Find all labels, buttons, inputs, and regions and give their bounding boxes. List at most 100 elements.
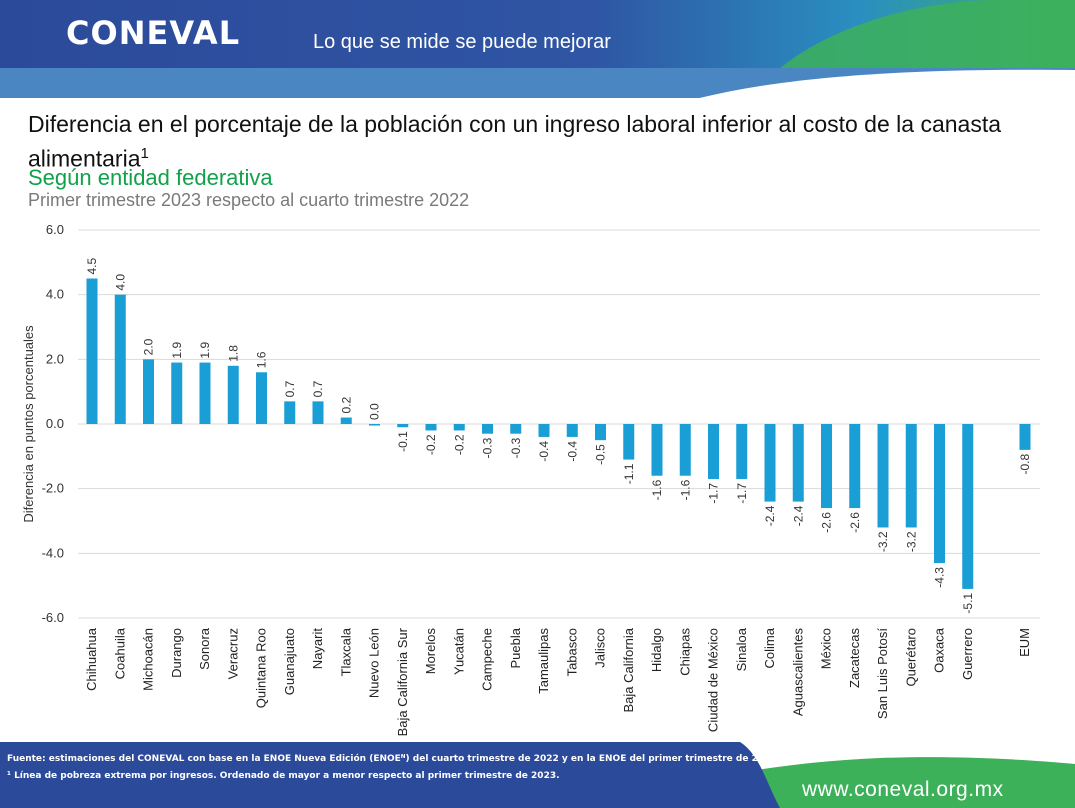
x-tick-label: Tabasco xyxy=(564,628,579,676)
y-tick-label: 4.0 xyxy=(46,287,64,302)
data-label: -2.6 xyxy=(820,512,834,533)
bar-guerrero xyxy=(962,424,974,589)
footnote-1: ¹ Línea de pobreza extrema por ingresos.… xyxy=(7,771,560,781)
chart-subtitle: Según entidad federativa xyxy=(28,165,273,190)
x-tick-label: Querétaro xyxy=(903,628,918,687)
x-tick-label: Baja California xyxy=(621,627,636,712)
bar-tamaulipas xyxy=(538,424,550,437)
data-label: 2.0 xyxy=(142,338,156,355)
y-tick-label: 6.0 xyxy=(46,222,64,237)
data-label: -0.2 xyxy=(424,434,438,455)
website-link[interactable]: www.coneval.org.mx xyxy=(802,778,1004,801)
x-tick-label: Nuevo León xyxy=(367,628,382,698)
data-label: -0.4 xyxy=(537,441,551,462)
data-label: -3.2 xyxy=(876,531,890,552)
data-label: -2.4 xyxy=(791,505,805,526)
x-tick-label: Hidalgo xyxy=(649,628,664,672)
title-superscript: 1 xyxy=(140,145,149,162)
x-tick-label: EUM xyxy=(1017,628,1032,657)
bar-chiapas xyxy=(679,424,691,476)
chart-title: Diferencia en el porcentaje de la poblac… xyxy=(28,110,1028,174)
chart-period: Primer trimestre 2023 respecto al cuarto… xyxy=(28,190,470,210)
bar-querétaro xyxy=(905,424,917,528)
bar-eum xyxy=(1019,424,1031,450)
y-tick-label: 2.0 xyxy=(46,351,64,366)
data-label: -0.5 xyxy=(594,444,608,465)
tagline: Lo que se mide se puede mejorar xyxy=(313,31,611,53)
bar-aguascalientes xyxy=(792,424,804,502)
x-tick-label: Chihuahua xyxy=(84,627,99,691)
data-label: -1.1 xyxy=(622,463,636,484)
data-label: 1.9 xyxy=(170,342,184,359)
data-label: -4.3 xyxy=(933,567,947,588)
y-tick-label: -2.0 xyxy=(42,481,64,496)
data-label: -3.2 xyxy=(904,531,918,552)
x-tick-label: Tlaxcala xyxy=(338,627,353,676)
bar-oaxaca xyxy=(934,424,945,564)
bar-michoacán xyxy=(143,359,154,424)
data-label: -1.6 xyxy=(678,479,692,500)
footer-background xyxy=(0,740,1075,808)
data-label: -0.8 xyxy=(1018,454,1032,475)
x-tick-label: Colima xyxy=(762,627,777,668)
data-label: -5.1 xyxy=(961,593,975,614)
bar-nuevo-león xyxy=(369,424,380,426)
bar-puebla xyxy=(510,424,522,434)
x-tick-label: Durango xyxy=(169,628,184,678)
x-tick-label: Guerrero xyxy=(960,628,975,680)
x-tick-label: Morelos xyxy=(423,628,438,675)
y-tick-label: -6.0 xyxy=(42,610,64,625)
x-tick-label: Jalisco xyxy=(593,628,608,668)
bar-tabasco xyxy=(566,424,578,437)
x-tick-label: Baja California Sur xyxy=(395,627,410,736)
bar-colima xyxy=(764,424,776,502)
data-label: -1.7 xyxy=(735,483,749,504)
bar-ciudad-de-méxico xyxy=(708,424,719,479)
data-label: -1.6 xyxy=(650,479,664,500)
x-tick-label: Michoacán xyxy=(141,628,156,691)
data-label: -0.1 xyxy=(396,431,410,452)
x-tick-label: Coahuila xyxy=(112,627,127,679)
bar-zacatecas xyxy=(849,424,861,509)
x-tick-label: Chiapas xyxy=(677,628,692,676)
data-label: -2.4 xyxy=(763,505,777,526)
bar-yucatán xyxy=(453,424,465,431)
data-label: -0.4 xyxy=(565,441,579,462)
data-label: -0.3 xyxy=(481,437,495,458)
data-label: -0.2 xyxy=(452,434,466,455)
data-label: -2.6 xyxy=(848,512,862,533)
bar-veracruz xyxy=(227,365,239,424)
data-label: -0.3 xyxy=(509,437,523,458)
bar-guanajuato xyxy=(284,401,296,424)
bar-morelos xyxy=(425,424,437,431)
x-tick-label: Tamaulipas xyxy=(536,628,551,694)
bar-durango xyxy=(171,362,183,424)
data-label: 4.5 xyxy=(85,257,99,274)
bar-tlaxcala xyxy=(340,417,352,424)
coneval-logo: CONEVAL xyxy=(66,14,241,52)
data-label: 0.7 xyxy=(311,380,325,397)
data-label: 0.7 xyxy=(283,380,297,397)
x-tick-label: México xyxy=(819,628,834,669)
bar-jalisco xyxy=(595,424,606,441)
x-tick-label: Campeche xyxy=(480,628,495,691)
x-tick-label: Zacatecas xyxy=(847,628,862,688)
header-banner: CONEVAL Lo que se mide se puede mejorar xyxy=(0,0,1075,98)
bar-campeche xyxy=(482,424,493,434)
chart-title-text: Diferencia en el porcentaje de la poblac… xyxy=(28,111,1001,172)
bar-nayarit xyxy=(312,401,324,424)
bar-sinaloa xyxy=(736,424,748,479)
x-tick-label: Puebla xyxy=(508,627,523,668)
header-background xyxy=(0,0,1075,98)
bar-quintana-roo xyxy=(256,372,267,424)
x-tick-label: Sonora xyxy=(197,627,212,670)
x-tick-label: Veracruz xyxy=(225,628,240,679)
bar-hidalgo xyxy=(651,424,663,476)
x-tick-label: Aguascalientes xyxy=(790,628,805,717)
bar-san-luis-potosí xyxy=(877,424,889,528)
data-label: -1.7 xyxy=(707,483,721,504)
y-tick-label: -4.0 xyxy=(42,545,64,560)
x-tick-label: Oaxaca xyxy=(932,627,947,673)
y-axis-label: Diferencia en puntos porcentuales xyxy=(21,325,36,523)
data-label: 0.0 xyxy=(368,403,382,420)
